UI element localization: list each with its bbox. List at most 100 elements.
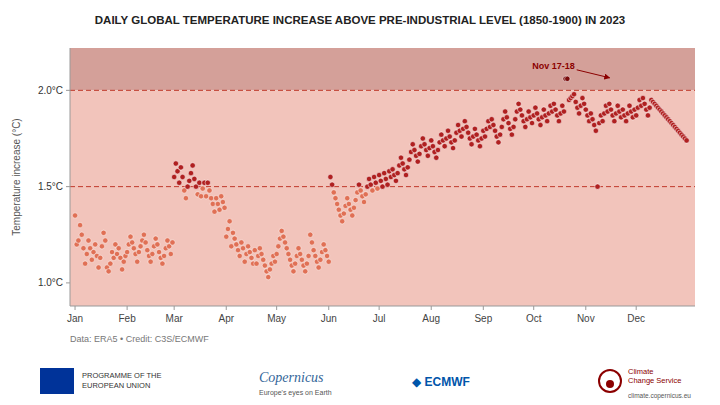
point — [76, 238, 81, 243]
point — [504, 115, 509, 120]
x-tick — [127, 306, 128, 310]
x-tick-label: Aug — [422, 313, 440, 324]
point — [341, 211, 346, 216]
point — [491, 122, 496, 127]
point — [623, 118, 628, 123]
point — [430, 143, 435, 148]
point — [188, 170, 193, 175]
point — [313, 253, 318, 258]
point — [400, 161, 405, 166]
x-tick — [431, 306, 432, 310]
point — [350, 213, 355, 218]
point — [612, 118, 617, 123]
point — [262, 263, 267, 268]
point — [684, 138, 689, 143]
point — [99, 244, 104, 249]
text-line: Copernicus — [259, 370, 324, 385]
point — [259, 251, 264, 256]
point — [511, 124, 516, 129]
point — [571, 92, 576, 97]
x-tick-label: May — [267, 313, 286, 324]
point — [393, 178, 398, 183]
point — [156, 249, 161, 254]
point — [171, 174, 176, 179]
plot-area — [70, 48, 695, 306]
point — [321, 242, 326, 247]
point — [551, 101, 556, 106]
point — [116, 246, 121, 251]
text-line: climate.copernicus.eu — [628, 392, 691, 400]
point — [177, 180, 182, 185]
point — [220, 199, 225, 204]
point — [225, 226, 230, 231]
point — [580, 95, 585, 100]
point — [645, 113, 650, 118]
point — [101, 230, 106, 235]
point — [405, 165, 410, 170]
point — [135, 259, 140, 264]
point — [439, 132, 444, 137]
point — [538, 122, 543, 127]
footer-text: PROGRAMME OF THEEUROPEAN UNION — [82, 371, 161, 390]
point — [121, 259, 126, 264]
point — [323, 247, 328, 252]
y-tick — [66, 282, 70, 283]
point — [205, 180, 210, 185]
point — [274, 251, 279, 256]
point — [207, 188, 212, 193]
point — [425, 153, 430, 158]
point — [224, 234, 229, 239]
point — [381, 170, 386, 175]
point — [210, 201, 215, 206]
point — [287, 257, 292, 262]
point — [573, 99, 578, 104]
point — [237, 253, 242, 258]
point — [145, 247, 150, 252]
point — [469, 142, 474, 147]
point — [303, 269, 308, 274]
point — [316, 265, 321, 270]
text-line: Europe's eyes on Earth — [259, 389, 332, 397]
point — [331, 190, 336, 195]
points — [72, 76, 689, 280]
x-tick — [75, 306, 76, 310]
point — [496, 140, 501, 145]
point — [477, 143, 482, 148]
x-tick-label: Nov — [577, 313, 595, 324]
footer-text: climate.copernicus.eu — [628, 392, 691, 400]
point — [346, 201, 351, 206]
point — [358, 188, 363, 193]
point — [462, 118, 467, 123]
text-line: Climate — [628, 367, 653, 376]
point — [544, 118, 549, 123]
point — [489, 117, 494, 122]
point — [192, 176, 197, 181]
point — [178, 165, 183, 170]
point — [165, 238, 170, 243]
point — [472, 126, 477, 131]
point — [96, 265, 101, 270]
point — [276, 244, 281, 249]
y-tick — [66, 186, 70, 187]
x-tick-label: Sep — [474, 313, 492, 324]
point — [565, 76, 570, 81]
point — [519, 113, 524, 118]
point — [153, 236, 158, 241]
point — [266, 274, 271, 279]
x-tick — [533, 306, 534, 310]
point — [311, 247, 316, 252]
point — [292, 261, 297, 266]
point — [588, 111, 593, 116]
point — [185, 184, 190, 189]
point — [245, 244, 250, 249]
text-line: PROGRAMME OF THE — [82, 371, 161, 380]
x-tick-label: Jan — [67, 313, 83, 324]
point — [356, 182, 361, 187]
point — [304, 261, 309, 266]
point — [410, 142, 415, 147]
x-tick — [483, 306, 484, 310]
point — [366, 176, 371, 181]
point — [141, 232, 146, 237]
service-logo — [599, 370, 621, 392]
point — [615, 103, 620, 108]
